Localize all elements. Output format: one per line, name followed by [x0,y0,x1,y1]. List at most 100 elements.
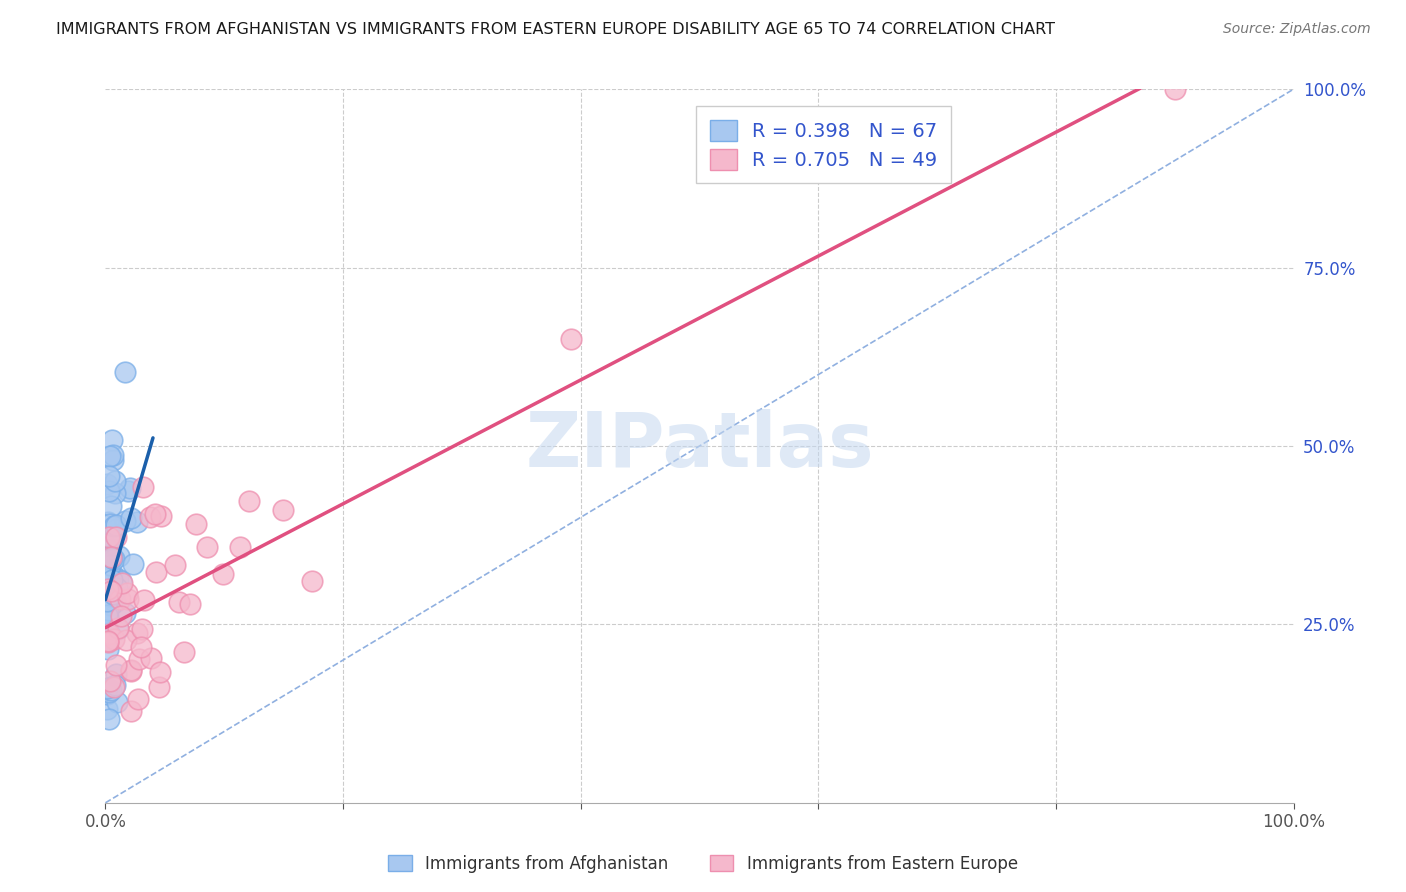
Point [173,645,195,659]
Point [114,514,136,528]
Text: IMMIGRANTS FROM AFGHANISTAN VS IMMIGRANTS FROM EASTERN EUROPE DISABILITY AGE 65 : IMMIGRANTS FROM AFGHANISTAN VS IMMIGRANT… [56,22,1056,37]
Point [97,530,120,544]
Point [107,621,129,635]
Point [107,622,129,636]
Point [149,509,172,524]
Point [131,480,153,494]
Point [117,586,139,600]
Point [101,448,124,462]
Point [103,632,125,647]
Point [229,541,252,555]
Point [184,517,207,532]
Point [100,500,122,514]
Legend: R = 0.398   N = 67, R = 0.705   N = 49: R = 0.398 N = 67, R = 0.705 N = 49 [696,106,950,184]
Point [96,681,118,696]
Point [98,549,121,564]
Point [97,603,120,617]
Point [96,594,118,608]
Point [101,453,124,467]
Point [98,684,121,698]
Point [100,550,122,565]
Point [110,574,132,589]
Point [100,530,122,544]
Point [115,632,138,647]
Point [301,574,323,588]
Point [100,564,122,578]
Point [98,627,121,641]
Point [98,674,121,689]
Point [143,507,166,521]
Point [96,633,118,648]
Point [145,565,167,579]
Point [96,548,118,562]
Point [131,622,153,636]
Point [96,688,118,702]
Point [97,635,120,649]
Point [120,663,142,677]
Point [122,557,145,571]
Point [100,574,122,588]
Point [98,582,121,597]
Point [111,575,134,590]
Point [139,509,162,524]
Point [96,605,118,619]
Point [100,583,122,598]
Point [97,515,120,529]
Point [141,651,163,665]
Point [129,640,152,654]
Point [101,587,124,601]
Point [120,511,142,525]
Point [96,476,118,491]
Point [98,712,121,726]
Point [104,678,127,692]
Point [98,449,121,463]
Legend: Immigrants from Afghanistan, Immigrants from Eastern Europe: Immigrants from Afghanistan, Immigrants … [381,848,1025,880]
Point [238,494,260,508]
Point [127,626,149,640]
Point [100,516,122,531]
Point [211,567,233,582]
Text: Source: ZipAtlas.com: Source: ZipAtlas.com [1223,22,1371,37]
Point [96,702,118,716]
Point [120,704,142,718]
Point [127,515,149,529]
Point [100,569,122,583]
Point [100,535,122,549]
Point [101,433,124,447]
Point [1164,82,1187,96]
Point [96,568,118,582]
Point [97,633,120,648]
Point [107,572,129,586]
Point [97,608,120,623]
Point [98,558,121,572]
Point [97,468,120,483]
Point [98,543,121,558]
Point [103,519,125,533]
Point [105,667,128,681]
Point [103,551,125,566]
Point [273,502,295,516]
Point [108,549,131,563]
Point [195,541,218,555]
Point [105,695,128,709]
Point [98,626,121,640]
Point [167,595,190,609]
Point [149,665,172,679]
Point [114,365,136,379]
Point [100,599,122,613]
Point [105,522,128,536]
Point [98,571,121,585]
Point [104,517,127,532]
Point [148,681,170,695]
Text: ZIPatlas: ZIPatlas [526,409,873,483]
Point [98,590,121,604]
Point [96,607,118,622]
Point [110,609,132,624]
Point [163,558,186,572]
Point [96,682,118,697]
Point [104,657,127,672]
Point [101,566,124,580]
Point [100,549,122,564]
Point [120,481,142,495]
Point [117,591,139,606]
